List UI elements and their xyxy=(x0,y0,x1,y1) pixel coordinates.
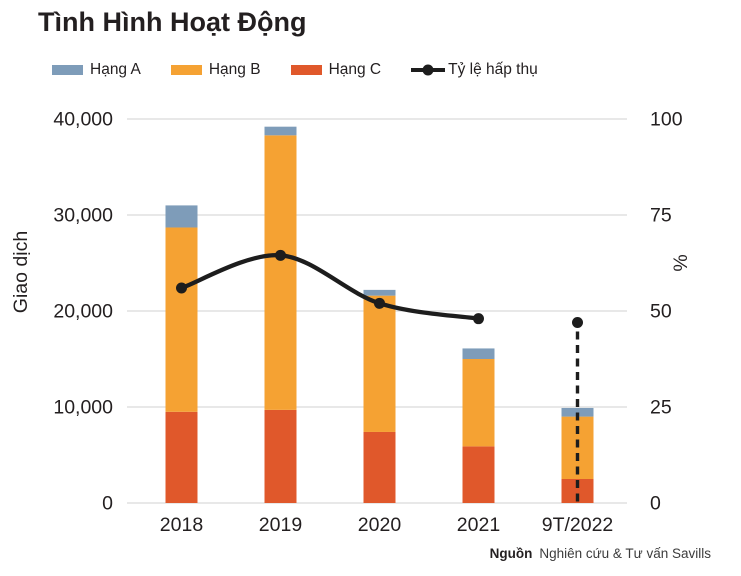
bar-segment xyxy=(462,446,495,503)
y-axis-right-tick-label: 0 xyxy=(650,493,661,515)
x-axis-tick-label: 2020 xyxy=(358,514,402,536)
y-axis-left-tick-label: 40,000 xyxy=(53,109,113,131)
y-axis-left-tick-label: 0 xyxy=(102,493,113,515)
legend-item-hạng-a: Hạng A xyxy=(52,61,141,79)
y-axis-right-tick-label: 75 xyxy=(650,205,672,227)
source-attribution: Nguồn Nghiên cứu & Tư vấn Savills xyxy=(490,546,711,561)
x-axis-tick-label: 2018 xyxy=(160,514,203,536)
x-axis-labels: 2018 2019 2020 2021 9T/2022 xyxy=(160,514,613,536)
bar-segment xyxy=(561,407,594,417)
y-axis-right-tick-label: 100 xyxy=(650,109,683,131)
line-marker xyxy=(572,317,583,329)
source-label: Nguồn xyxy=(489,546,533,561)
bar-segment xyxy=(165,411,198,503)
bar-segment xyxy=(363,289,396,296)
bar-segment xyxy=(264,409,297,503)
y-axis-left-title: Giao dịch xyxy=(10,231,32,313)
legend-swatch-icon xyxy=(290,64,322,76)
legend-swatch-icon xyxy=(52,64,83,76)
bar-segment xyxy=(264,126,297,136)
y-axis-left-tick-label: 10,000 xyxy=(53,397,113,419)
legend-label: Hạng A xyxy=(90,61,141,78)
legend-item-absorption: Tỷ lệ hấp thụ xyxy=(411,61,538,79)
y-axis-left-ticks: 0 10,000 20,000 30,000 40,000 xyxy=(53,109,113,515)
legend-item-hạng-c: Hạng C xyxy=(290,61,382,79)
legend-label: Hạng B xyxy=(208,61,261,78)
legend-label: Tỷ lệ hấp thụ xyxy=(448,61,538,78)
y-axis-right-tick-label: 50 xyxy=(650,301,672,323)
bar-segment xyxy=(363,295,396,432)
legend-line-marker-icon xyxy=(411,64,446,76)
absorption-line-path xyxy=(179,253,481,321)
line-marker xyxy=(176,282,187,294)
y-axis-left-tick-label: 20,000 xyxy=(53,301,113,323)
absorption-line xyxy=(176,249,583,502)
y-axis-right-tick-label: 25 xyxy=(650,397,672,419)
bar-segment xyxy=(363,431,396,503)
chart-legend: Hạng A Hạng B Hạng C Tỷ lệ hấp thụ xyxy=(52,57,538,83)
y-axis-left-tick-label: 30,000 xyxy=(53,205,113,227)
line-marker xyxy=(374,297,385,309)
line-marker xyxy=(275,249,286,261)
bar-segment xyxy=(165,227,198,412)
x-axis-tick-label: 9T/2022 xyxy=(542,514,614,536)
legend-swatch-icon xyxy=(170,64,202,76)
bar-segment xyxy=(264,135,297,410)
legend-label: Hạng C xyxy=(328,61,382,78)
bar-segment xyxy=(462,359,495,447)
bar-segment xyxy=(462,348,495,359)
line-marker xyxy=(473,313,484,325)
source-text: Nghiên cứu & Tư vấn Savills xyxy=(539,546,711,561)
y-axis-right-ticks: 0 25 50 75 100 xyxy=(650,109,683,515)
x-axis-tick-label: 2021 xyxy=(457,514,500,536)
y-axis-right-title: % xyxy=(670,254,692,271)
bars xyxy=(165,126,594,503)
chart-title: Tình Hình Hoạt Động xyxy=(38,7,307,37)
bar-segment xyxy=(165,205,198,228)
x-axis-tick-label: 2019 xyxy=(259,514,302,536)
legend-item-hạng-b: Hạng B xyxy=(170,61,261,79)
